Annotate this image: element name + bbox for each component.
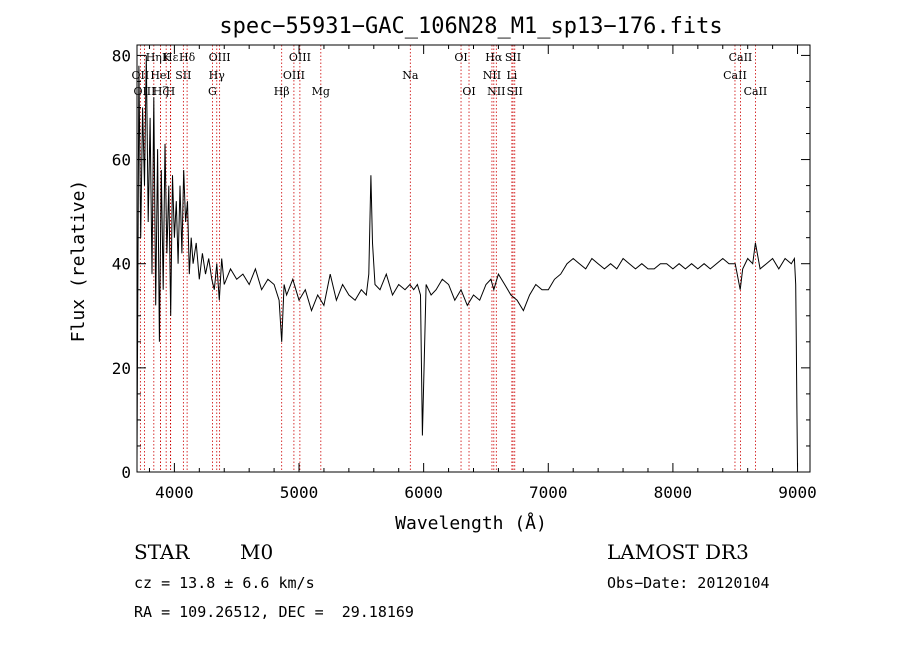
line-label: G — [208, 85, 217, 98]
object-class: STAR — [134, 540, 190, 564]
x-tick-label: 5000 — [280, 483, 319, 502]
line-label: HeI — [150, 69, 170, 82]
line-label: Hε — [163, 51, 179, 64]
ra-dec-coordinates: RA = 109.26512, DEC = 29.18169 — [134, 603, 414, 621]
line-label: Hη — [146, 51, 162, 64]
line-label: K — [162, 51, 171, 64]
line-label: CaII — [729, 51, 753, 64]
line-markers — [139, 45, 756, 472]
line-label: Mg — [312, 85, 330, 98]
x-tick-label: 8000 — [654, 483, 693, 502]
y-tick-label: 20 — [112, 359, 131, 378]
axis-ticks — [137, 45, 810, 473]
y-tick-label: 40 — [112, 255, 131, 274]
line-label: OI — [454, 51, 467, 64]
chart-title: spec−55931−GAC_106N28_M1_sp13−176.fits — [219, 14, 722, 39]
spectrum-series-line — [136, 55, 798, 467]
axis-tick-labels: 4000 5000 6000 7000 8000 9000 0 20 40 60 80 — [112, 46, 817, 502]
line-label: Hζ — [153, 85, 169, 98]
line-label: H — [166, 85, 176, 98]
y-tick-label: 0 — [121, 463, 131, 482]
plot-frame — [136, 44, 811, 473]
line-label: SII — [175, 69, 191, 82]
line-label: NII — [483, 69, 501, 82]
line-label: OIII — [283, 69, 305, 82]
redshift-velocity: cz = 13.8 ± 6.6 km/s — [134, 574, 315, 592]
line-label: Hα — [485, 51, 503, 64]
line-label: OIII — [289, 51, 311, 64]
line-label: CaII — [723, 69, 747, 82]
object-subclass: M0 — [240, 540, 274, 564]
line-label: SII — [507, 85, 523, 98]
line-label: OII — [132, 69, 150, 82]
line-label: Hβ — [274, 85, 290, 98]
survey-name: LAMOST DR3 — [607, 540, 749, 564]
x-tick-label: 6000 — [404, 483, 443, 502]
line-label: OIII — [209, 51, 231, 64]
line-label: Hγ — [209, 69, 226, 82]
line-label: Li — [506, 69, 517, 82]
line-label: SII — [505, 51, 521, 64]
observation-date: Obs−Date: 20120104 — [607, 574, 770, 592]
line-label: OI — [462, 85, 475, 98]
line-label: Na — [402, 69, 419, 82]
x-tick-label: 4000 — [155, 483, 194, 502]
line-label: NII — [487, 85, 505, 98]
x-tick-label: 9000 — [778, 483, 817, 502]
y-axis-label: Flux (relative) — [68, 180, 89, 343]
x-tick-label: 7000 — [529, 483, 568, 502]
x-axis-label: Wavelength (Å) — [395, 512, 547, 534]
y-tick-label: 80 — [112, 46, 131, 65]
line-label: Hδ — [179, 51, 196, 64]
y-tick-label: 60 — [112, 151, 131, 170]
line-label: CaII — [744, 85, 768, 98]
